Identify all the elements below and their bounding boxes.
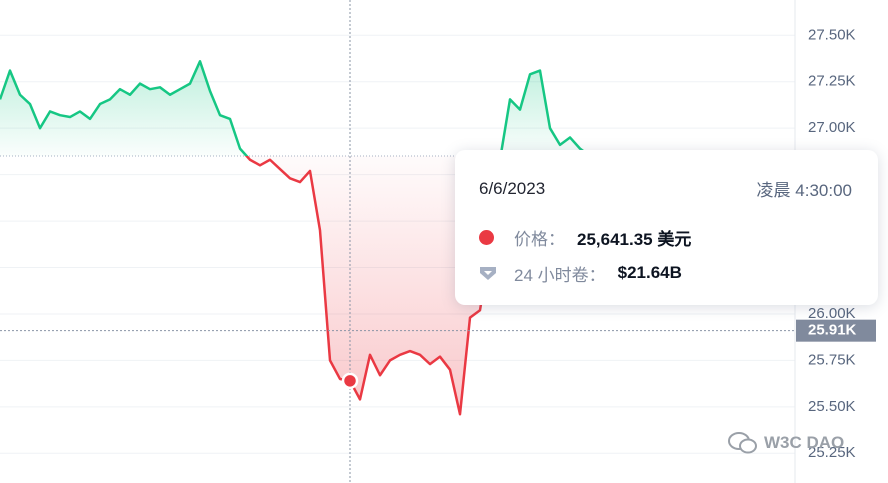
- tooltip: 6/6/2023 凌晨 4:30:00 价格： 25,641.35 美元 24 …: [455, 150, 878, 305]
- watermark: W3C DAO: [728, 432, 844, 454]
- y-tick-label: 27.00K: [808, 119, 856, 136]
- volume-label: 24 小时卷：: [514, 265, 606, 285]
- price-icon: [479, 229, 494, 245]
- y-tick-label: 25.50K: [808, 398, 856, 415]
- y-tick-label: 25.25K: [808, 444, 856, 461]
- price-label: 价格：: [514, 229, 565, 249]
- volume-icon: [480, 266, 496, 280]
- tooltip-price-row: 价格： 25,641.35 美元: [479, 219, 852, 255]
- y-tick-label: 27.25K: [808, 73, 856, 90]
- tooltip-time: 凌晨 4:30:00: [756, 181, 852, 200]
- crosshair-label-box: [796, 319, 876, 342]
- watermark-icon: [728, 432, 757, 454]
- volume-value: $21.64B: [617, 263, 682, 282]
- tooltip-date: 6/6/2023: [479, 178, 546, 198]
- tooltip-volume-row: 24 小时卷： $21.64B: [479, 255, 852, 291]
- area: [0, 61, 790, 415]
- y-tick-label: 25.75K: [808, 351, 856, 368]
- y-tick-label: 27.50K: [808, 26, 856, 43]
- crosshair-label: 25.91K: [808, 322, 857, 339]
- y-tick-label: 26.00K: [808, 305, 856, 322]
- price-value: 25,641.35 美元: [577, 229, 692, 249]
- watermark-text: W3C DAO: [764, 433, 845, 452]
- highlight-point: [341, 372, 359, 390]
- tooltip-header: 6/6/2023 凌晨 4:30:00: [479, 176, 852, 201]
